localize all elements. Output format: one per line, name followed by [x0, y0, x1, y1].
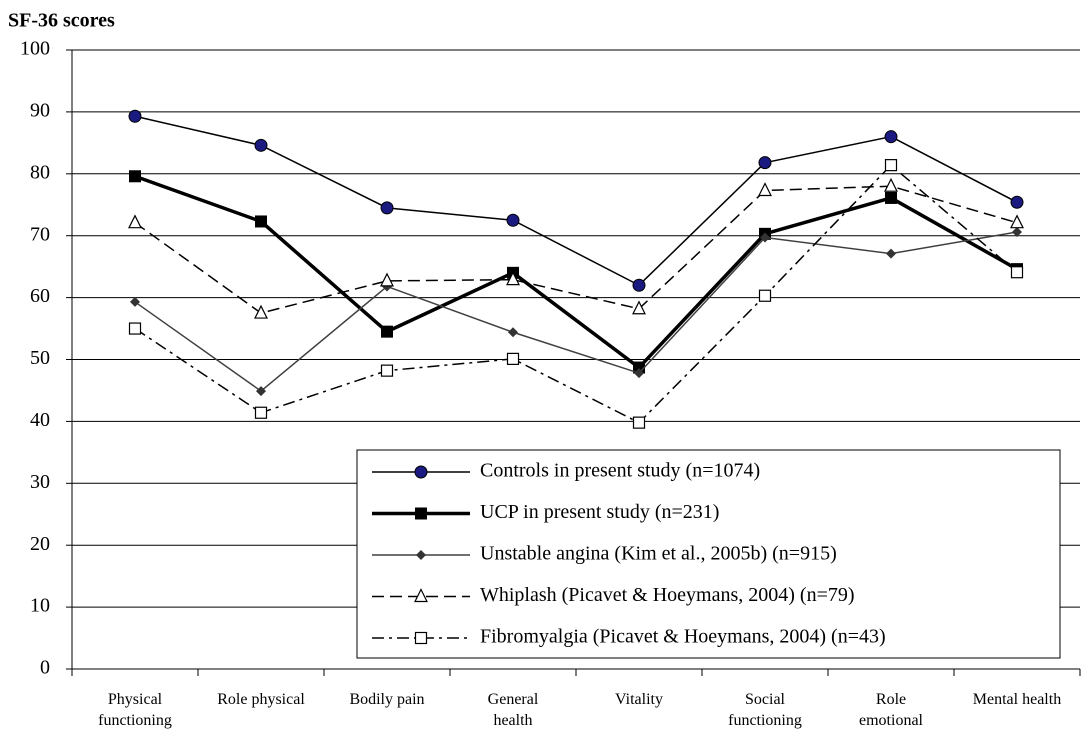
y-tick-label: 70 — [30, 223, 50, 245]
marker — [884, 130, 898, 144]
legend-label: Controls in present study (n=1074) — [480, 460, 760, 482]
marker — [1010, 195, 1024, 209]
x-tick-label: Role emotional — [859, 691, 923, 729]
x-tick-label: Mental health — [972, 691, 1062, 708]
legend-label: Fibromyalgia (Picavet & Hoeymans, 2004) … — [480, 626, 886, 648]
marker — [254, 304, 268, 319]
series-line — [134, 185, 1018, 314]
y-tick-label: 80 — [30, 161, 50, 183]
marker — [380, 201, 394, 215]
marker — [380, 272, 394, 287]
marker — [632, 300, 646, 315]
y-tick-label: 10 — [30, 595, 50, 617]
x-tick-label: Social functioning — [728, 691, 802, 729]
marker — [254, 138, 268, 152]
series — [128, 159, 1024, 429]
marker — [1010, 214, 1024, 229]
marker — [254, 406, 268, 419]
marker — [414, 588, 428, 603]
marker — [129, 170, 141, 183]
marker — [885, 191, 897, 204]
marker — [128, 214, 142, 229]
series-line — [134, 231, 1018, 393]
marker — [128, 322, 142, 335]
legend-box — [356, 449, 1061, 659]
series — [130, 226, 1022, 397]
series-line — [134, 115, 1018, 287]
marker — [758, 182, 772, 197]
marker — [414, 631, 428, 645]
marker — [128, 109, 142, 123]
series — [129, 170, 1023, 374]
chart-title: SF-36 scores — [8, 10, 115, 32]
y-tick-label: 50 — [30, 347, 50, 369]
marker — [1010, 266, 1024, 279]
x-tick-label: Vitality — [615, 691, 663, 708]
series-line — [134, 164, 1018, 424]
legend: Controls in present study (n=1074) UCP in… — [356, 449, 1061, 659]
x-tick-label: General health — [487, 691, 539, 729]
marker — [506, 352, 520, 365]
marker — [758, 156, 772, 170]
marker — [380, 364, 394, 377]
x-tick-label: Role physical — [217, 691, 305, 708]
marker — [506, 271, 520, 286]
series-line — [134, 174, 1018, 370]
marker — [634, 368, 644, 379]
x-tick-label: Physical functioning — [98, 691, 172, 729]
y-tick-label: 0 — [40, 657, 50, 679]
marker — [414, 465, 428, 479]
y-tick-label: 20 — [30, 533, 50, 555]
series — [128, 109, 1024, 292]
marker — [1012, 226, 1022, 237]
marker — [760, 232, 770, 243]
marker — [884, 159, 898, 172]
legend-label: Whiplash (Picavet & Hoeymans, 2004) (n=7… — [480, 584, 855, 606]
lines — [128, 109, 1024, 429]
marker — [255, 215, 267, 228]
legend-label: UCP in present study (n=231) — [480, 501, 719, 523]
y-tick-label: 60 — [30, 285, 50, 307]
y-tick-label: 30 — [30, 471, 50, 493]
marker — [886, 248, 896, 259]
marker — [506, 213, 520, 227]
marker — [416, 550, 426, 560]
x-tick-label: Bodily pain — [349, 691, 425, 708]
marker — [884, 177, 898, 192]
marker — [381, 325, 393, 338]
marker — [130, 296, 140, 307]
marker — [758, 289, 772, 302]
y-tick-label: 90 — [30, 99, 50, 121]
marker — [415, 507, 427, 520]
marker — [632, 278, 646, 292]
marker — [256, 386, 266, 397]
marker — [632, 416, 646, 429]
y-tick-label: 40 — [30, 409, 50, 431]
marker — [508, 327, 518, 338]
y-tick-label: 100 — [20, 38, 50, 60]
legend-label: Unstable angina (Kim et al., 2005b) (n=9… — [480, 543, 837, 565]
